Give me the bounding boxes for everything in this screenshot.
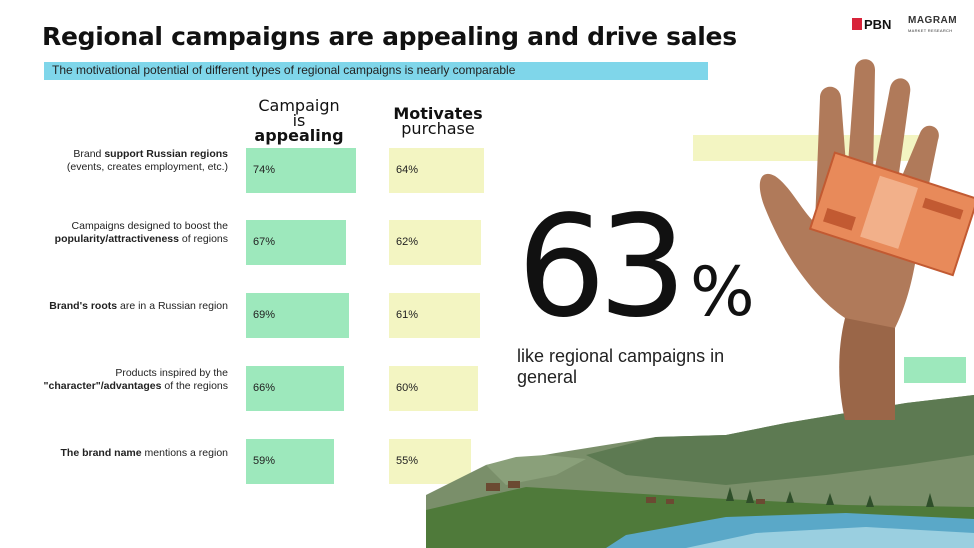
bar-motivates	[389, 220, 481, 265]
column-header-appealing: Campaign is appealing	[254, 96, 344, 145]
subtitle-highlight	[44, 62, 708, 80]
bar-motivates	[389, 293, 480, 338]
bar-motivates	[389, 148, 484, 193]
big-percentage-unit: %	[690, 253, 755, 332]
bar-value-label-motivates: 60%	[396, 382, 419, 394]
pbn-mark-icon	[852, 18, 862, 30]
bar-value-label-motivates: 55%	[396, 455, 419, 467]
page-subtitle: The motivational potential of different …	[52, 63, 516, 77]
bar-value-label-motivates: 64%	[396, 164, 419, 176]
bar-appealing	[246, 439, 334, 484]
bar-value-label-appealing: 66%	[253, 382, 276, 394]
hand-with-banknote-image	[759, 59, 974, 420]
row-label: Products inspired by the "character"/adv…	[43, 367, 228, 392]
pbn-logo: PBN	[852, 17, 891, 32]
big-percentage-caption: like regional campaigns in general	[517, 346, 725, 387]
magram-logo: MAGRAM MARKET RESEARCH	[908, 15, 958, 34]
bar-appealing	[246, 293, 349, 338]
page-title: Regional campaigns are appealing and dri…	[42, 22, 737, 51]
row-label: The brand name mentions a region	[60, 447, 229, 459]
bar-value-label-motivates: 61%	[396, 309, 419, 321]
decorative-green-bar	[904, 357, 966, 383]
column-header-motivates: Motivates purchase	[393, 104, 483, 138]
bar-motivates	[389, 439, 471, 484]
row-label: Campaigns designed to boost the populari…	[54, 220, 228, 245]
bar-value-label-appealing: 69%	[253, 309, 276, 321]
bar-value-label-motivates: 62%	[396, 236, 419, 248]
bar-value-label-appealing: 67%	[253, 236, 276, 248]
bar-appealing	[246, 220, 346, 265]
bar-appealing	[246, 366, 344, 411]
bar-appealing	[246, 148, 356, 193]
row-label: Brand support Russian regions (events, c…	[66, 148, 228, 173]
bar-value-label-appealing: 74%	[253, 164, 276, 176]
row-label: Brand's roots are in a Russian region	[49, 300, 228, 312]
bar-motivates	[389, 366, 478, 411]
big-percentage-value: 63	[517, 186, 687, 349]
bar-value-label-appealing: 59%	[253, 455, 276, 467]
